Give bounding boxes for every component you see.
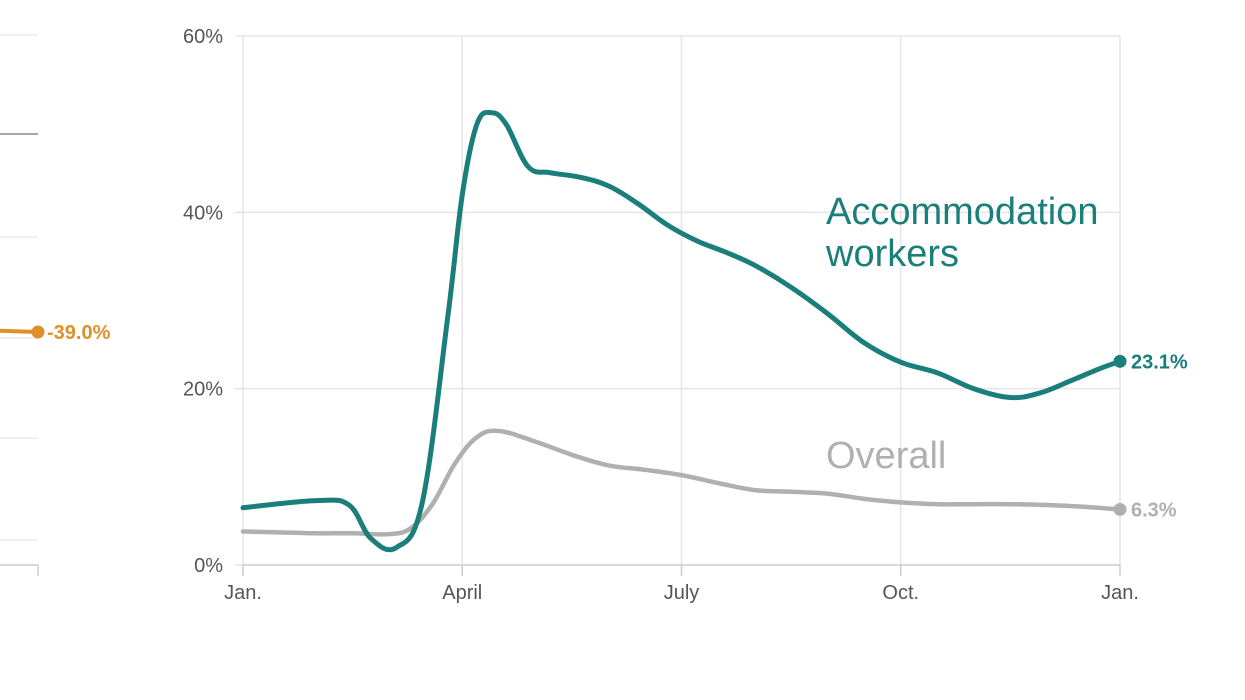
accommodation-workers-end-dot — [1113, 354, 1127, 368]
grid — [242, 35, 1121, 565]
accommodation-workers-line — [240, 109, 1123, 553]
x-tick-label: Jan. — [224, 582, 262, 604]
y-tick-label: 60% — [183, 26, 223, 48]
axes: 0% 20% 40% 60% Jan. April July Oct. Jan. — [183, 26, 1139, 604]
left-series-end-dot — [31, 325, 45, 339]
y-tick-label: 20% — [183, 379, 223, 401]
series-group — [240, 109, 1127, 553]
accommodation-workers-series-label: Accommodation workers — [825, 191, 1098, 275]
left-partial-chart: -39.0% — [0, 34, 111, 576]
y-tick-label: 0% — [194, 555, 223, 577]
x-tick-label: April — [442, 582, 482, 604]
overall-end-label: 6.3% — [1131, 499, 1177, 521]
x-tick-label: Oct. — [882, 582, 919, 604]
overall-end-dot — [1113, 502, 1127, 516]
overall-series-label: Overall — [826, 435, 946, 477]
overall-line — [240, 428, 1123, 537]
x-tick-label: July — [664, 582, 700, 604]
accommodation-workers-end-label: 23.1% — [1131, 351, 1188, 373]
left-series-end-label: -39.0% — [47, 322, 111, 344]
labels-group: 6.3% 23.1% Accommodation workers Overall — [825, 191, 1188, 521]
y-tick-label: 40% — [183, 202, 223, 224]
x-tick-label: Jan. — [1101, 582, 1139, 604]
